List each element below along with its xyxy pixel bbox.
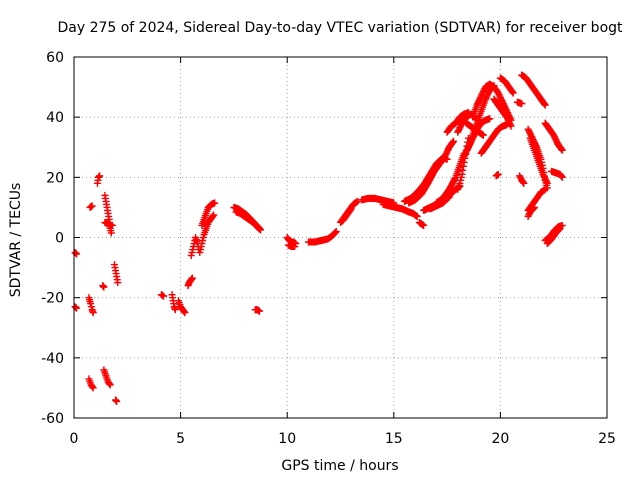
data-point <box>331 229 339 237</box>
data-point <box>108 221 116 229</box>
data-point <box>89 384 97 392</box>
data-point <box>540 100 548 108</box>
data-point <box>89 309 97 317</box>
data-point <box>211 199 219 207</box>
data-point <box>555 226 563 234</box>
data-point <box>460 158 468 166</box>
y-tick-label: 40 <box>46 110 64 126</box>
y-tick-label: 0 <box>55 231 64 247</box>
x-tick-label: 25 <box>598 431 616 447</box>
data-point <box>520 179 528 187</box>
data-point <box>88 202 96 210</box>
data-point <box>558 146 566 154</box>
data-point <box>171 306 179 314</box>
data-point <box>113 397 121 405</box>
data-point <box>72 303 80 311</box>
data-point <box>541 185 549 193</box>
grid-lines <box>74 57 607 418</box>
data-point <box>332 228 340 236</box>
data-point <box>555 225 563 233</box>
data-point <box>558 173 566 181</box>
data-point <box>507 122 515 130</box>
data-point <box>346 206 354 214</box>
data-point <box>181 309 189 317</box>
y-tick-label: -40 <box>41 351 64 367</box>
data-point <box>459 166 467 174</box>
data-point <box>449 137 457 145</box>
data-points <box>71 71 566 405</box>
x-tick-label: 15 <box>385 431 403 447</box>
data-point <box>88 383 96 391</box>
axis-ticks: 0 5 10 15 20 25 -60 -40 -20 0 20 40 60 <box>41 50 616 447</box>
y-tick-label: 60 <box>46 50 64 66</box>
data-point <box>541 101 549 109</box>
x-tick-label: 5 <box>176 431 185 447</box>
data-point <box>332 227 340 235</box>
y-tick-label: -20 <box>41 291 64 307</box>
data-point <box>451 175 459 183</box>
data-point <box>72 249 80 257</box>
data-point <box>180 308 188 316</box>
y-tick-label: 20 <box>46 170 64 186</box>
data-point <box>160 292 168 300</box>
data-point <box>506 121 514 129</box>
data-point <box>543 179 551 187</box>
y-tick-label: -60 <box>41 411 64 427</box>
data-point <box>354 197 362 205</box>
data-point <box>420 221 428 229</box>
x-axis-label: GPS time / hours <box>281 458 398 474</box>
data-point <box>100 283 108 291</box>
data-point <box>531 203 539 211</box>
data-point <box>518 100 526 108</box>
data-point <box>96 172 104 180</box>
x-tick-label: 20 <box>491 431 509 447</box>
data-point <box>556 224 564 232</box>
data-point <box>530 204 538 212</box>
chart-title: Day 275 of 2024, Sidereal Day-to-day VTE… <box>57 20 623 36</box>
data-point <box>291 243 299 251</box>
data-point <box>210 211 218 219</box>
x-tick-label: 10 <box>278 431 296 447</box>
data-point <box>106 381 114 389</box>
data-point <box>449 138 457 146</box>
data-point <box>459 162 467 170</box>
data-point <box>558 145 566 153</box>
data-point <box>543 178 551 186</box>
data-point <box>71 249 79 257</box>
data-point <box>106 380 114 388</box>
data-point <box>114 279 122 287</box>
data-point <box>71 303 79 311</box>
data-point <box>508 88 516 96</box>
data-point <box>255 307 263 315</box>
y-axis-label: SDTVAR / TECUs <box>8 183 24 298</box>
data-point <box>494 170 502 178</box>
data-point <box>257 226 265 234</box>
x-tick-label: 0 <box>70 431 79 447</box>
data-point <box>509 89 517 97</box>
data-point <box>458 170 466 178</box>
data-point <box>107 229 115 237</box>
data-point <box>558 172 566 180</box>
plot-frame <box>73 56 608 419</box>
data-point <box>347 205 355 213</box>
data-point <box>529 205 537 213</box>
data-point <box>188 274 196 282</box>
data-point <box>479 131 487 139</box>
data-point <box>486 115 494 123</box>
data-point <box>519 178 527 186</box>
data-point <box>413 212 421 220</box>
